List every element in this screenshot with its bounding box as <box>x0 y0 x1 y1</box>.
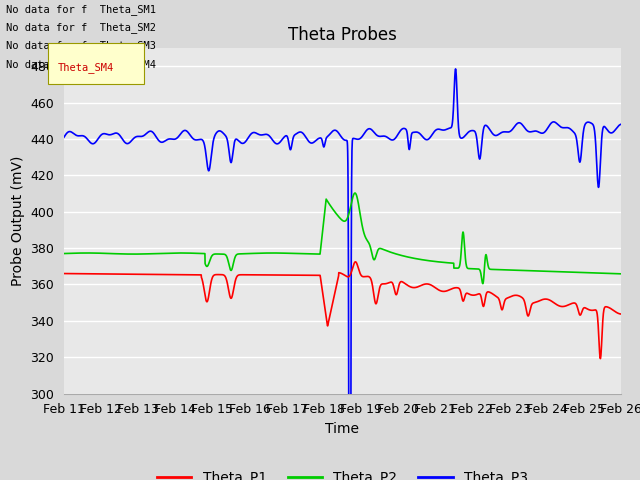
Text: No data for f  Theta_SM4: No data for f Theta_SM4 <box>6 59 156 70</box>
Legend: Theta_P1, Theta_P2, Theta_P3: Theta_P1, Theta_P2, Theta_P3 <box>151 465 534 480</box>
Title: Theta Probes: Theta Probes <box>288 25 397 44</box>
Y-axis label: Probe Output (mV): Probe Output (mV) <box>11 156 25 286</box>
Text: No data for f  Theta_SM1: No data for f Theta_SM1 <box>6 4 156 15</box>
X-axis label: Time: Time <box>325 422 360 436</box>
Text: No data for f  Theta_SM3: No data for f Theta_SM3 <box>6 40 156 51</box>
Text: No data for f  Theta_SM2: No data for f Theta_SM2 <box>6 22 156 33</box>
Text: Theta_SM4: Theta_SM4 <box>58 61 114 72</box>
